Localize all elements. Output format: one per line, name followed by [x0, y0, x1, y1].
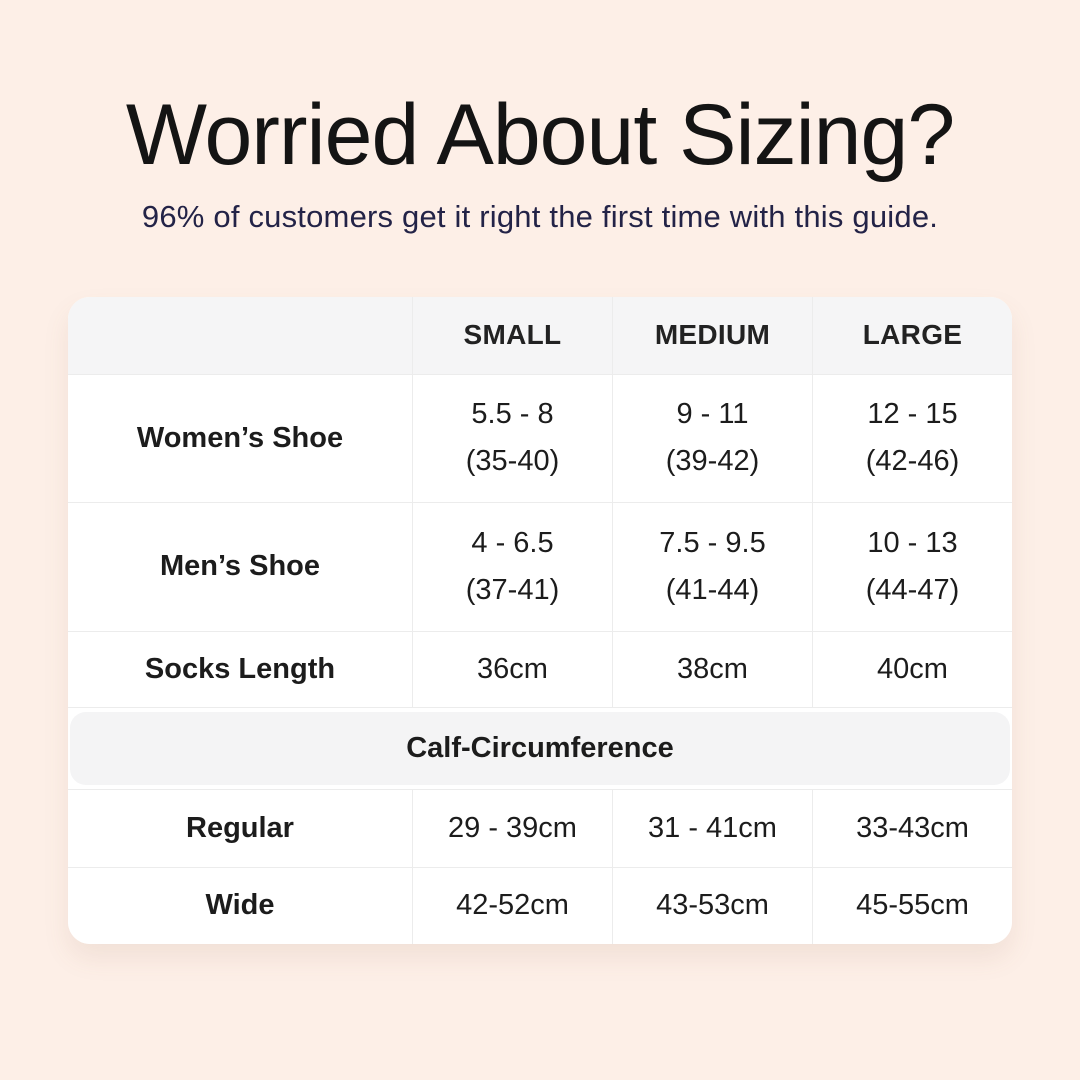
cell-value-line: (35-40)	[465, 445, 560, 478]
cell-womens-shoe-large: 12 - 15 (42-46)	[812, 373, 1012, 502]
section-row-calf-circumference: Calf-Circumference	[68, 706, 1012, 789]
cell-value-line: (44-47)	[865, 573, 960, 606]
row-label-regular: Regular	[68, 788, 412, 867]
row-label-mens-shoe: Men’s Shoe	[68, 501, 412, 631]
cell-value-line: 36cm	[477, 652, 548, 685]
cell-mens-shoe-small: 4 - 6.5 (37-41)	[412, 501, 612, 631]
cell-value-line: 9 - 11	[676, 398, 749, 431]
cell-socks-length-large: 40cm	[812, 630, 1012, 707]
cell-regular-small: 29 - 39cm	[412, 788, 612, 867]
cell-regular-large: 33-43cm	[812, 788, 1012, 867]
cell-value-line: 33-43cm	[856, 811, 969, 844]
cell-wide-medium: 43-53cm	[612, 866, 812, 944]
column-header-small: SMALL	[412, 296, 612, 374]
cell-value-line: 7.5 - 9.5	[659, 526, 766, 559]
cell-value-line: 29 - 39cm	[448, 811, 577, 844]
cell-womens-shoe-medium: 9 - 11 (39-42)	[612, 373, 812, 502]
cell-value-line: (41-44)	[665, 573, 760, 606]
cell-value-line: 43-53cm	[656, 889, 769, 922]
cell-womens-shoe-small: 5.5 - 8 (35-40)	[412, 373, 612, 502]
cell-value-line: 12 - 15	[867, 398, 958, 431]
size-chart-table: SMALL MEDIUM LARGE Women’s Shoe 5.5 - 8 …	[68, 296, 1012, 944]
cell-value-line: (37-41)	[465, 573, 560, 606]
column-header-large: LARGE	[812, 296, 1012, 374]
cell-value-line: 4 - 6.5	[471, 526, 554, 559]
size-chart-card: SMALL MEDIUM LARGE Women’s Shoe 5.5 - 8 …	[68, 296, 1012, 944]
row-label-womens-shoe: Women’s Shoe	[68, 373, 412, 502]
row-label-socks-length: Socks Length	[68, 630, 412, 707]
cell-wide-large: 45-55cm	[812, 866, 1012, 944]
cell-value-line: 10 - 13	[867, 526, 958, 559]
column-header-medium: MEDIUM	[612, 296, 812, 374]
section-header-calf-circumference: Calf-Circumference	[70, 711, 1010, 785]
cell-value-line: 5.5 - 8	[471, 398, 554, 431]
cell-mens-shoe-large: 10 - 13 (44-47)	[812, 501, 1012, 631]
page-subtitle: 96% of customers get it right the first …	[141, 198, 939, 234]
cell-value-line: 31 - 41cm	[648, 811, 777, 844]
cell-socks-length-small: 36cm	[412, 630, 612, 707]
cell-value-line: 38cm	[677, 652, 748, 685]
cell-value-line: (39-42)	[665, 445, 760, 478]
header-block: Worried About Sizing? 96% of customers g…	[0, 0, 1080, 235]
header-corner-cell	[68, 296, 412, 374]
cell-wide-small: 42-52cm	[412, 866, 612, 944]
cell-value-line: 45-55cm	[856, 889, 969, 922]
page-title: Worried About Sizing?	[125, 87, 955, 183]
cell-regular-medium: 31 - 41cm	[612, 788, 812, 867]
cell-value-line: (42-46)	[865, 445, 960, 478]
cell-value-line: 40cm	[877, 652, 948, 685]
cell-mens-shoe-medium: 7.5 - 9.5 (41-44)	[612, 501, 812, 631]
cell-socks-length-medium: 38cm	[612, 630, 812, 707]
row-label-wide: Wide	[68, 866, 412, 944]
cell-value-line: 42-52cm	[456, 889, 569, 922]
